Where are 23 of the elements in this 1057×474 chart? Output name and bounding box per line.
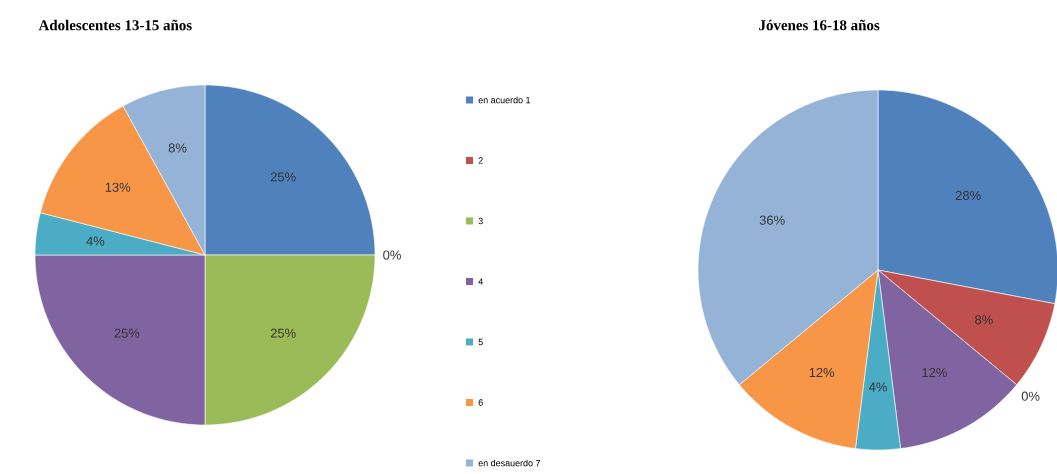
data-label: 25% <box>270 172 296 182</box>
data-label: 8% <box>168 143 187 153</box>
data-label: 28% <box>955 190 981 200</box>
data-label: 13% <box>105 182 131 192</box>
data-label: 4% <box>868 382 887 392</box>
data-label: 8% <box>975 315 993 325</box>
data-label: 36% <box>759 215 785 225</box>
legend-label: 3 <box>478 217 483 225</box>
text: 0% <box>1021 391 1040 401</box>
legend-label: 4 <box>478 278 483 285</box>
data-label: 4% <box>86 236 105 246</box>
text: 0% <box>383 250 401 260</box>
data-label: 12% <box>809 367 835 378</box>
legend-label: 6 <box>478 399 483 406</box>
legend-label: 5 <box>478 338 483 346</box>
legend-label: en acuerdo 1 <box>478 96 531 104</box>
chart-title: Jóvenes 16-18 años <box>759 19 880 31</box>
legend-label: 2 <box>478 157 483 164</box>
chart-title: Adolescentes 13-15 años <box>38 19 192 31</box>
legend-label: en desauerdo 7 <box>478 459 541 467</box>
data-label: 25% <box>270 328 296 338</box>
data-label: 12% <box>922 367 947 378</box>
data-label: 25% <box>114 328 140 338</box>
